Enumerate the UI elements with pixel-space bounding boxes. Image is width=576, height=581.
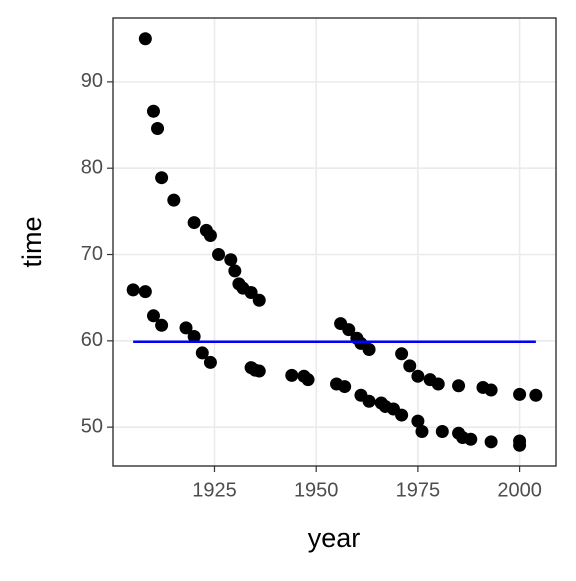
point — [187, 216, 201, 230]
y-tick-label: 60 — [81, 329, 103, 351]
point — [228, 264, 242, 278]
point — [362, 342, 376, 356]
y-tick-label: 90 — [81, 70, 103, 92]
point — [452, 379, 466, 393]
point — [484, 383, 498, 397]
x-tick-label: 1950 — [294, 479, 339, 501]
point — [224, 253, 238, 267]
point — [513, 387, 527, 401]
point — [411, 369, 425, 383]
x-tick-label: 1975 — [396, 479, 441, 501]
point — [138, 285, 152, 299]
point — [435, 424, 449, 438]
point — [431, 377, 445, 391]
point — [403, 359, 417, 373]
point — [362, 394, 376, 408]
point — [415, 424, 429, 438]
point — [203, 355, 217, 369]
y-tick-label: 80 — [81, 156, 103, 178]
point — [244, 285, 258, 299]
panel-border — [112, 17, 557, 467]
point — [484, 435, 498, 449]
point — [138, 32, 152, 46]
point — [464, 432, 478, 446]
point — [212, 248, 226, 262]
x-axis-title: year — [308, 523, 361, 553]
point — [195, 346, 209, 360]
point — [338, 380, 352, 394]
point — [252, 293, 266, 307]
point — [151, 121, 165, 135]
point — [126, 283, 140, 297]
point — [155, 171, 169, 185]
point — [187, 330, 201, 344]
point — [285, 368, 299, 382]
y-tick-label: 50 — [81, 415, 103, 437]
point — [301, 373, 315, 387]
point — [167, 193, 181, 207]
point — [411, 414, 425, 428]
point — [155, 318, 169, 332]
point — [395, 408, 409, 422]
y-axis-title: time — [17, 216, 47, 267]
x-tick-label: 2000 — [497, 479, 542, 501]
point — [203, 229, 217, 243]
point — [342, 323, 356, 337]
point — [529, 388, 543, 402]
x-tick-label: 1925 — [192, 479, 237, 501]
point — [146, 104, 160, 118]
point — [146, 309, 160, 323]
point — [513, 438, 527, 452]
point — [252, 364, 266, 378]
y-tick-label: 70 — [81, 243, 103, 265]
point — [395, 347, 409, 361]
point — [179, 321, 193, 335]
